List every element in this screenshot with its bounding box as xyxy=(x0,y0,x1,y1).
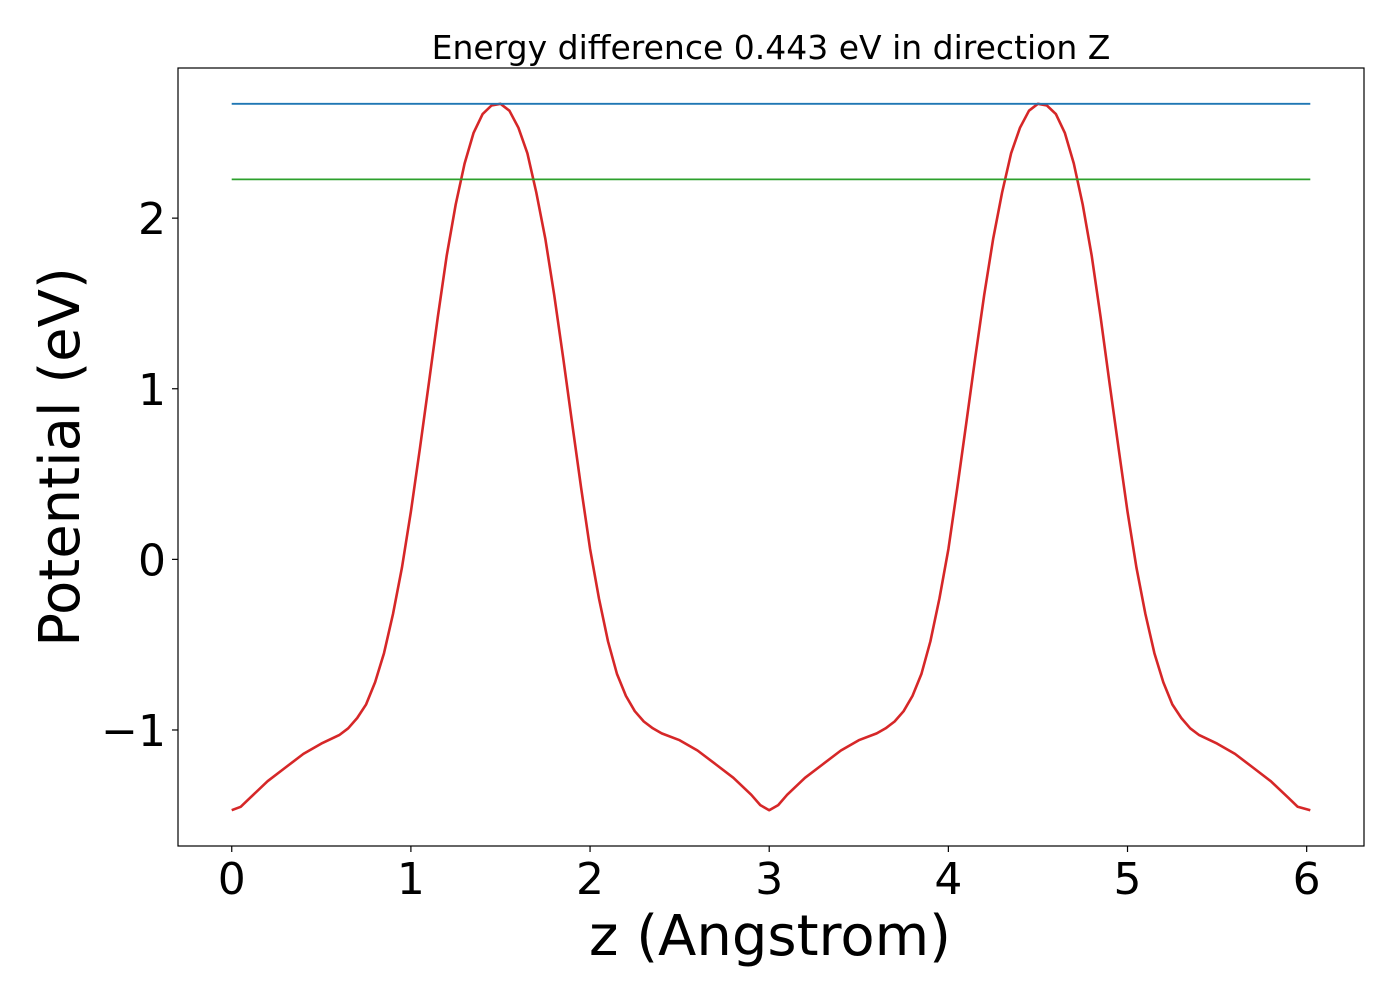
plot-frame xyxy=(177,67,1365,847)
x-tick-label: 6 xyxy=(1293,854,1321,905)
x-tick-label: 0 xyxy=(218,854,246,905)
plot-area xyxy=(231,102,1311,812)
x-tick-label: 5 xyxy=(1114,854,1142,905)
y-axis-ticks: −1 0 1 2 xyxy=(101,194,178,757)
x-axis-ticks: 0 1 2 3 4 5 6 xyxy=(218,846,1321,905)
y-tick-label: 0 xyxy=(138,535,166,586)
x-tick-label: 3 xyxy=(755,854,783,905)
x-tick-label: 1 xyxy=(397,854,425,905)
x-tick-label: 4 xyxy=(934,854,962,905)
series-line-0 xyxy=(231,102,1311,812)
y-tick-label: −1 xyxy=(101,706,166,757)
x-tick-label: 2 xyxy=(576,854,604,905)
y-tick-label: 1 xyxy=(138,365,166,416)
y-axis-label: Potential (eV) xyxy=(28,267,93,647)
x-axis-label: z (Angstrom) xyxy=(589,904,951,969)
y-tick-label: 2 xyxy=(138,194,166,245)
chart-title: Energy difference 0.443 eV in direction … xyxy=(432,28,1111,67)
